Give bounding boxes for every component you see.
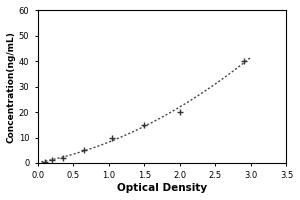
Y-axis label: Concentration(ng/mL): Concentration(ng/mL) [7,31,16,143]
X-axis label: Optical Density: Optical Density [117,183,207,193]
